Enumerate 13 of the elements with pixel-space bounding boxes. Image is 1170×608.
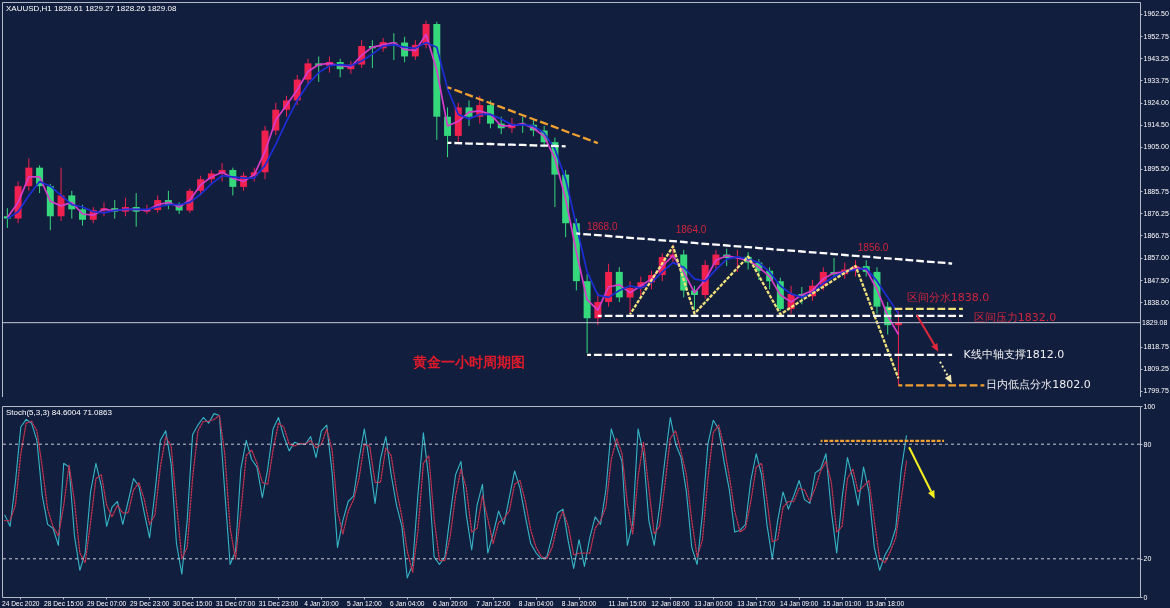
line-series xyxy=(446,86,599,145)
annotation: 日内低点分水1802.0 xyxy=(986,378,1091,392)
annotation: 黄金一小时周期图 xyxy=(411,354,525,371)
chart-title: XAUUSD,H1 1828.61 1829.27 1828.26 1829.08 xyxy=(6,4,177,13)
annotation: 1856.0 xyxy=(857,242,889,254)
line-series xyxy=(575,232,954,265)
line-series xyxy=(628,245,900,380)
chart-title: Stoch(5,3,3) 84.6004 71.0863 xyxy=(6,408,113,417)
annotation: K线中轴支撑1812.0 xyxy=(963,348,1065,362)
annotation: 区间分水1838.0 xyxy=(906,290,990,304)
annotation: 区间压力1832.0 xyxy=(973,311,1057,324)
annotation: 1864.0 xyxy=(675,223,707,235)
annotation: 1868.0 xyxy=(586,221,618,233)
